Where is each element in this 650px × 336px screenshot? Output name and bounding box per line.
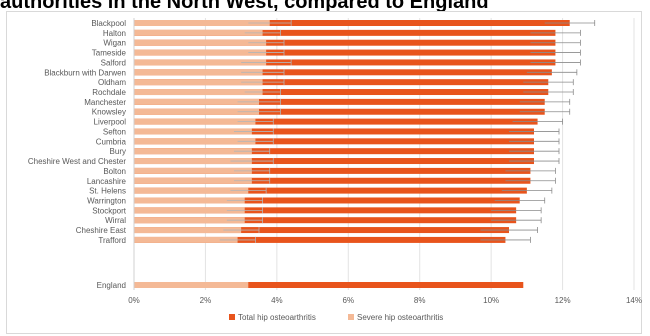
category-label-cumbria: Cumbria <box>96 137 127 146</box>
bar-severe-england <box>134 282 249 288</box>
category-label-wirral: Wirral <box>105 216 126 225</box>
x-tick-label: 6% <box>343 296 355 305</box>
bar-severe-wirral <box>134 217 245 224</box>
bar-severe-lancashire <box>134 177 252 184</box>
bar-severe-sefton <box>134 128 252 135</box>
bar-severe-halton <box>134 29 263 36</box>
category-label-warrington: Warrington <box>87 196 126 205</box>
legend-swatch-total <box>229 314 235 320</box>
bar-total-knowsley <box>134 108 545 115</box>
bar-total-warrington <box>134 197 520 204</box>
category-label-salford: Salford <box>101 58 126 67</box>
bar-severe-rochdale <box>134 89 263 96</box>
category-label-bury: Bury <box>110 147 126 156</box>
bar-total-halton <box>134 29 556 36</box>
chart-title: authorities in the North West, compared … <box>0 0 489 11</box>
legend-swatch-severe <box>348 314 354 320</box>
bar-severe-cumbria <box>134 138 256 145</box>
category-label-rochdale: Rochdale <box>92 88 126 97</box>
bar-severe-oldham <box>134 79 263 86</box>
bar-severe-wigan <box>134 39 267 46</box>
category-label-st-helens: St. Helens <box>89 187 126 196</box>
category-label-sefton: Sefton <box>103 127 126 136</box>
bar-total-rochdale <box>134 89 549 96</box>
category-label-wigan: Wigan <box>103 39 126 48</box>
x-tick-label: 12% <box>555 296 571 305</box>
category-label-cheshire-west-and-chester: Cheshire West and Chester <box>28 157 126 166</box>
bar-severe-st-helens <box>134 187 249 194</box>
category-label-manchester: Manchester <box>84 98 126 107</box>
legend-label-total: Total hip osteoarthritis <box>238 313 316 322</box>
bar-total-wigan <box>134 39 556 46</box>
bar-severe-tameside <box>134 49 267 56</box>
bar-severe-blackpool <box>134 20 270 26</box>
bar-total-lancashire <box>134 177 531 184</box>
category-label-liverpool: Liverpool <box>94 118 127 127</box>
x-tick-label: 2% <box>200 296 212 305</box>
bar-total-stockport <box>134 207 517 214</box>
x-tick-label: 14% <box>626 296 642 305</box>
bar-severe-trafford <box>134 236 238 243</box>
bar-total-salford <box>134 59 556 66</box>
bar-total-cheshire-east <box>134 227 509 234</box>
category-label-england: England <box>97 281 126 290</box>
legend-label-severe: Severe hip osteoarthritis <box>357 313 443 322</box>
bar-total-england <box>134 282 524 288</box>
bar-severe-bolton <box>134 167 252 174</box>
x-tick-label: 0% <box>128 296 140 305</box>
category-label-lancashire: Lancashire <box>87 177 127 186</box>
bar-severe-bury <box>134 148 252 155</box>
bar-severe-cheshire-west-and-chester <box>134 158 252 165</box>
bar-total-trafford <box>134 236 506 243</box>
bar-total-wirral <box>134 217 517 224</box>
category-label-trafford: Trafford <box>98 236 126 245</box>
x-tick-label: 8% <box>414 296 426 305</box>
bar-severe-liverpool <box>134 118 256 125</box>
bar-severe-stockport <box>134 207 245 214</box>
bar-severe-salford <box>134 59 267 66</box>
bar-total-bolton <box>134 167 531 174</box>
bar-total-liverpool <box>134 118 538 125</box>
bar-total-st-helens <box>134 187 527 194</box>
bar-severe-warrington <box>134 197 245 204</box>
bar-total-manchester <box>134 98 545 105</box>
category-label-bolton: Bolton <box>103 167 126 176</box>
bar-severe-cheshire-east <box>134 227 242 234</box>
category-label-knowsley: Knowsley <box>92 108 126 117</box>
category-label-halton: Halton <box>103 29 126 38</box>
bar-severe-manchester <box>134 98 259 105</box>
category-label-blackburn-with-darwen: Blackburn with Darwen <box>44 68 126 77</box>
bar-total-cheshire-west-and-chester <box>134 158 534 165</box>
x-tick-label: 4% <box>271 296 283 305</box>
bar-total-tameside <box>134 49 556 56</box>
x-tick-label: 10% <box>483 296 499 305</box>
category-label-tameside: Tameside <box>92 49 127 58</box>
bar-total-oldham <box>134 79 549 86</box>
bar-severe-knowsley <box>134 108 259 115</box>
category-label-blackpool: Blackpool <box>91 19 126 28</box>
bar-total-cumbria <box>134 138 534 145</box>
category-label-stockport: Stockport <box>92 206 127 215</box>
category-label-cheshire-east: Cheshire East <box>76 226 127 235</box>
bar-total-blackburn-with-darwen <box>134 69 552 76</box>
category-label-oldham: Oldham <box>98 78 126 87</box>
bar-total-blackpool <box>134 20 570 26</box>
bar-severe-blackburn-with-darwen <box>134 69 263 76</box>
bar-total-bury <box>134 148 534 155</box>
bar-total-sefton <box>134 128 534 135</box>
